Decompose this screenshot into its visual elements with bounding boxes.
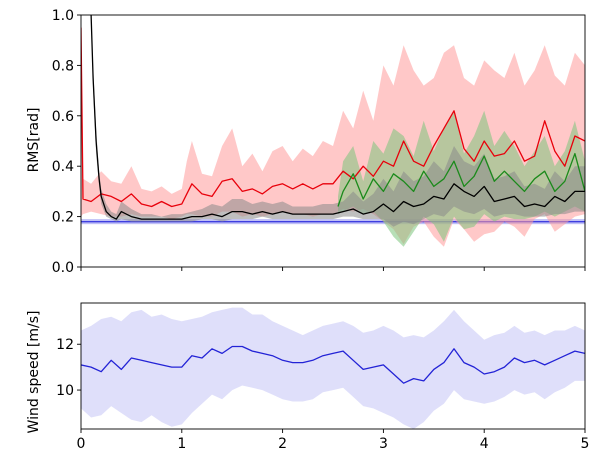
rms-series-2-band <box>91 15 585 227</box>
rms-panel: 0.0 0.2 0.4 0.6 0.8 1.0 <box>52 8 586 276</box>
rms-ytick-label: 0.4 <box>52 159 74 175</box>
rms-series-2-line <box>90 15 585 220</box>
rms-ytick-label: 0.8 <box>52 58 74 74</box>
rms-ytick-label: 0.6 <box>52 109 74 125</box>
rms-series-0-line <box>81 27 585 208</box>
wind-series-0-band <box>81 307 585 429</box>
rms-ylabel: RMS[rad] <box>26 108 42 173</box>
rms-series-1-line <box>337 152 585 207</box>
wind-plot-area <box>81 307 585 429</box>
rms-ytick-label: 1.0 <box>52 8 74 24</box>
wind-xtick-label: 4 <box>480 436 489 452</box>
wind-ylabel: Wind speed [m/s] <box>26 311 42 434</box>
wind-xtick-label: 1 <box>177 436 186 452</box>
rms-ytick-label: 0.2 <box>52 210 74 226</box>
wind-frame <box>80 302 586 430</box>
wind-xtick-label: 2 <box>278 436 287 452</box>
wind-xtick-label: 3 <box>379 436 388 452</box>
wind-series-0-line <box>81 345 585 384</box>
rms-frame <box>80 14 586 268</box>
wind-xtick-label: 0 <box>77 436 86 452</box>
wind-ytick-label: 12 <box>56 337 74 353</box>
wind-ytick-label: 10 <box>56 383 74 399</box>
rms-ytick-label: 0.0 <box>52 260 74 276</box>
rms-plot-area <box>81 15 585 247</box>
wind-xtick-label: 5 <box>581 436 590 452</box>
